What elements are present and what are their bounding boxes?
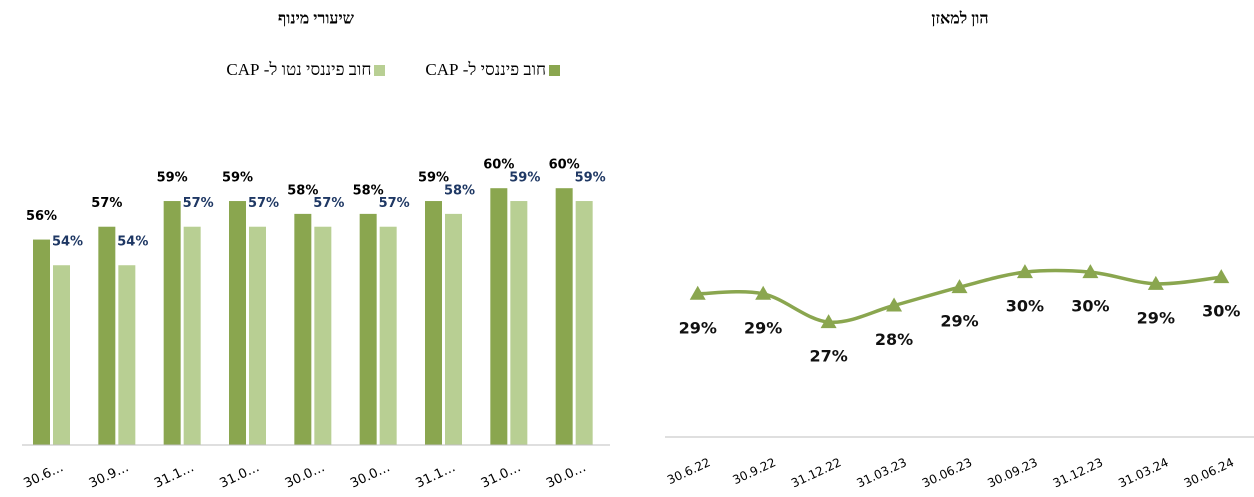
data-label: 57% <box>248 196 279 211</box>
legend-swatch <box>549 64 560 76</box>
bar <box>445 213 462 445</box>
data-label: 58% <box>353 183 384 198</box>
x-tick-label: 31.03.23 <box>854 455 908 490</box>
legend: חוב פיננסי ל- CAP חוב פיננסי נטו ל- CAP <box>40 60 560 80</box>
data-label: 29% <box>1137 308 1175 327</box>
marker <box>689 285 706 300</box>
x-tick-label: 30.06.24 <box>1182 455 1236 490</box>
data-label: 54% <box>52 235 83 250</box>
bar <box>314 226 332 445</box>
bar <box>118 265 136 445</box>
bar <box>229 201 246 445</box>
legend-label: חוב פיננסי נטו ל- CAP <box>226 60 372 79</box>
bar <box>425 201 442 445</box>
marker <box>951 279 968 294</box>
bar <box>33 239 50 445</box>
x-tick-label: 31.12.22 <box>789 455 843 490</box>
x-tick-label: 30.9.22 <box>730 455 777 487</box>
x-tick-label: 30.0… <box>544 460 588 491</box>
data-label: 29% <box>940 312 978 331</box>
data-label: 30% <box>1202 302 1240 321</box>
x-tick-label: 31.03.24 <box>1116 455 1170 490</box>
data-label: 29% <box>679 318 717 337</box>
x-tick-label: 30.6… <box>21 460 65 491</box>
bar <box>510 201 528 445</box>
bar <box>359 213 377 445</box>
x-tick-label: 30.06.23 <box>920 455 974 490</box>
marker <box>1082 264 1099 279</box>
legend-label: חוב פיננסי ל- CAP <box>425 60 546 79</box>
bar <box>575 201 593 445</box>
chart-title: שיעורי מינוף <box>278 11 355 28</box>
x-tick-label: 31.1… <box>152 460 196 491</box>
data-label: 57% <box>183 196 214 211</box>
bar <box>294 213 312 445</box>
chart-title: הון למאזן <box>931 10 988 28</box>
bar <box>379 226 397 445</box>
bar <box>490 188 508 445</box>
data-label: 30% <box>1006 297 1044 316</box>
legend-swatch <box>374 64 386 76</box>
bar <box>183 226 201 445</box>
data-label: 57% <box>91 196 122 211</box>
data-label: 27% <box>809 347 847 366</box>
data-label: 59% <box>575 171 606 186</box>
bar <box>249 226 266 445</box>
marker <box>1213 269 1230 284</box>
data-label: 59% <box>222 171 253 186</box>
bar <box>163 201 181 445</box>
x-tick-label: 30.0… <box>348 460 392 491</box>
x-tick-label: 30.9… <box>87 460 131 491</box>
x-tick-label: 31.1… <box>413 460 457 491</box>
marker <box>820 314 837 329</box>
data-label: 57% <box>313 196 344 211</box>
data-label: 59% <box>418 171 449 186</box>
bar <box>555 188 573 445</box>
marker <box>886 297 903 312</box>
x-tick-label: 31.12.23 <box>1051 455 1105 490</box>
x-tick-label: 30.6.22 <box>665 455 712 487</box>
x-tick-label: 30.0… <box>283 460 327 491</box>
data-label: 54% <box>117 235 148 250</box>
marker <box>755 285 772 300</box>
data-label: 56% <box>26 209 57 224</box>
marker <box>1016 264 1033 279</box>
data-label: 29% <box>744 318 782 337</box>
data-label: 60% <box>549 158 580 173</box>
legend-item: חוב פיננסי נטו ל- CAP <box>226 60 386 80</box>
x-tick-label: 30.09.23 <box>985 455 1039 490</box>
legend-item: חוב פיננסי ל- CAP <box>425 60 560 80</box>
bar <box>98 226 116 445</box>
data-label: 58% <box>287 183 318 198</box>
data-label: 30% <box>1071 297 1109 316</box>
x-tick-label: 31.0… <box>217 460 261 491</box>
data-label: 60% <box>483 158 514 173</box>
marker <box>1147 275 1164 290</box>
data-label: 28% <box>875 330 913 349</box>
data-label: 59% <box>509 171 540 186</box>
data-label: 58% <box>444 183 475 198</box>
data-label: 59% <box>157 171 188 186</box>
x-tick-label: 31.0… <box>479 460 523 491</box>
bar <box>53 265 70 445</box>
data-label: 57% <box>379 196 410 211</box>
